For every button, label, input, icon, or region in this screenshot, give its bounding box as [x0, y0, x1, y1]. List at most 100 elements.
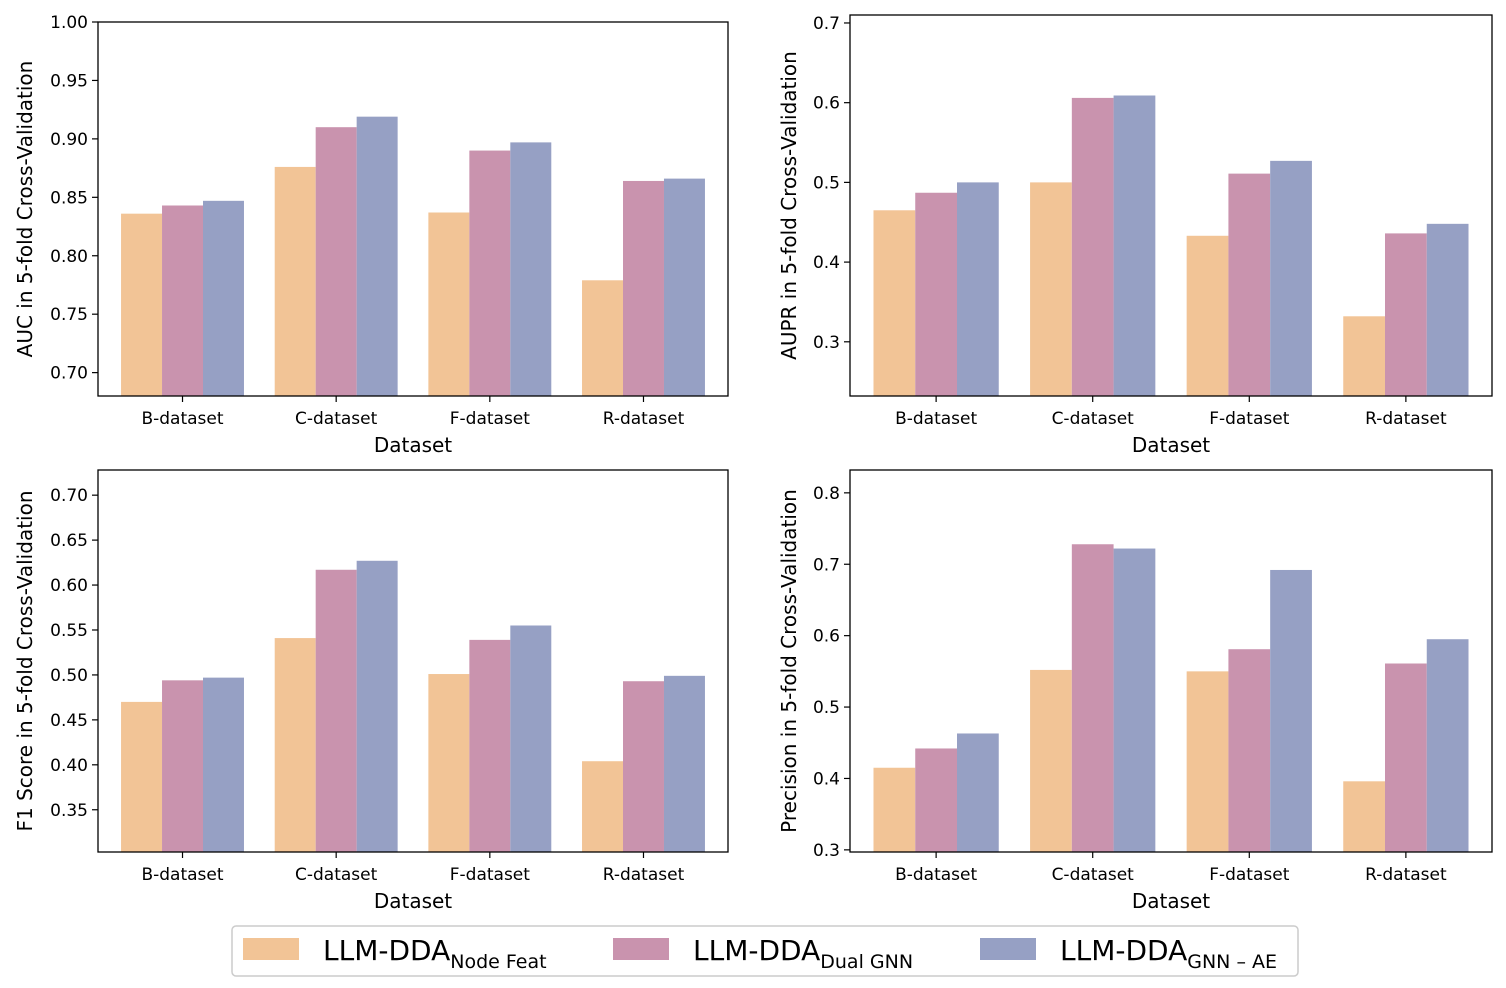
bar-precision-series2-r-dataset	[1385, 663, 1427, 852]
bar-aupr-series3-b-dataset	[957, 182, 999, 396]
y-tick-label-precision-4: 0.7	[813, 555, 840, 575]
x-tick-label-f1-1: C-dataset	[295, 865, 378, 885]
bar-f1-series3-c-dataset	[356, 560, 398, 852]
x-axis-label-auc: Dataset	[374, 433, 452, 457]
x-tick-label-precision-1: C-dataset	[1052, 865, 1135, 885]
y-tick-label-precision-3: 0.6	[813, 627, 840, 647]
bar-f1-series3-f-dataset	[510, 625, 552, 852]
y-tick-label-auc-4: 0.90	[50, 130, 88, 150]
bar-aupr-series3-c-dataset	[1113, 95, 1156, 396]
bar-aupr-series2-c-dataset	[1071, 97, 1114, 397]
legend-label-subscript-1: Node Feat	[450, 951, 546, 973]
x-tick-label-f1-3: R-dataset	[603, 865, 685, 885]
x-tick-label-aupr-0: B-dataset	[895, 409, 977, 429]
y-tick-label-f1-3: 0.50	[50, 666, 88, 686]
bar-aupr-series1-r-dataset	[1343, 316, 1385, 396]
legend: LLM-DDANode Feat LLM-DDADual GNN LLM-DDAGN…	[231, 925, 1299, 977]
y-tick-label-auc-3: 0.85	[50, 188, 88, 208]
bar-precision-series1-c-dataset	[1030, 669, 1072, 852]
chart-panel-aupr: 0.3 0.4 0.5 0.6 0.7 B-dataset C-dataset F-datas…	[777, 14, 1493, 457]
y-tick-label-f1-2: 0.45	[50, 711, 88, 731]
bar-precision-series2-c-dataset	[1071, 544, 1114, 852]
bar-precision-series1-r-dataset	[1343, 781, 1385, 852]
bar-precision-series2-b-dataset	[915, 748, 957, 852]
bar-auc-series3-b-dataset	[203, 200, 244, 396]
y-tick-label-f1-7: 0.70	[50, 486, 88, 506]
y-axis-label-auc: AUC in 5-fold Cross-Validation	[13, 61, 37, 358]
bar-precision-series2-f-dataset	[1228, 649, 1271, 852]
bar-aupr-series2-r-dataset	[1385, 233, 1427, 396]
y-tick-label-auc-1: 0.75	[50, 305, 88, 325]
bar-f1-series3-r-dataset	[663, 675, 705, 852]
axes-frame-aupr	[849, 14, 1493, 397]
y-axis-label-f1: F1 Score in 5-fold Cross-Validation	[13, 490, 37, 831]
bar-aupr-series1-c-dataset	[1030, 182, 1072, 396]
x-tick-label-precision-0: B-dataset	[895, 865, 977, 885]
y-tick-label-precision-0: 0.3	[813, 841, 840, 861]
legend-label-subscript-2: Dual GNN	[820, 951, 913, 973]
y-tick-label-aupr-3: 0.6	[813, 94, 840, 114]
chart-panel-precision: 0.3 0.4 0.5 0.6 0.7 0.8 B-dataset C-dataset F-da…	[777, 469, 1493, 913]
x-axis-label-f1: Dataset	[374, 889, 452, 913]
bar-precision-series1-f-dataset	[1186, 671, 1229, 852]
bar-aupr-series3-r-dataset	[1426, 223, 1469, 396]
bar-aupr-series1-b-dataset	[873, 210, 916, 396]
bar-auc-series3-f-dataset	[510, 142, 552, 396]
y-tick-label-precision-1: 0.4	[813, 769, 840, 789]
axes-frame-auc	[97, 21, 729, 397]
bar-auc-series1-b-dataset	[121, 213, 163, 396]
bar-aupr-series1-f-dataset	[1186, 235, 1229, 396]
x-tick-label-f1-0: B-dataset	[141, 865, 223, 885]
y-tick-label-auc-6: 1.00	[50, 13, 88, 33]
bar-auc-series2-b-dataset	[162, 205, 203, 396]
bar-f1-series2-f-dataset	[469, 639, 511, 852]
bar-f1-series2-r-dataset	[623, 681, 664, 852]
axes-frame-f1	[97, 469, 729, 853]
chart-panel-f1: 0.35 0.40 0.45 0.50 0.55 0.60 0.65 0.70 B-datase…	[13, 469, 729, 913]
bar-precision-series3-r-dataset	[1426, 639, 1469, 852]
y-tick-label-f1-6: 0.65	[50, 531, 88, 551]
x-tick-label-aupr-3: R-dataset	[1365, 409, 1447, 429]
bar-precision-series1-b-dataset	[873, 767, 916, 852]
bar-auc-series2-f-dataset	[469, 150, 511, 396]
chart-panel-auc: 0.70 0.75 0.80 0.85 0.90 0.95 1.00 B-dataset C-d…	[13, 13, 729, 457]
axes-frame-precision	[849, 469, 1493, 853]
legend-swatch-2	[613, 938, 669, 960]
bar-precision-series3-b-dataset	[957, 733, 999, 852]
legend-swatch-1	[243, 938, 299, 960]
bar-auc-series3-r-dataset	[663, 178, 705, 396]
x-tick-label-f1-2: F-dataset	[450, 865, 531, 885]
x-tick-label-auc-0: B-dataset	[141, 409, 223, 429]
y-tick-label-precision-2: 0.5	[813, 698, 840, 718]
x-tick-label-auc-1: C-dataset	[295, 409, 378, 429]
y-tick-label-aupr-4: 0.7	[813, 14, 840, 34]
x-axis-label-precision: Dataset	[1132, 889, 1210, 913]
bar-f1-series1-f-dataset	[428, 674, 470, 852]
bar-precision-series3-f-dataset	[1270, 569, 1312, 852]
x-tick-label-precision-2: F-dataset	[1209, 865, 1290, 885]
x-tick-label-precision-3: R-dataset	[1365, 865, 1447, 885]
y-tick-label-precision-5: 0.8	[813, 484, 840, 504]
legend-label-subscript-3: GNN – AE	[1187, 951, 1277, 973]
bar-f1-series1-r-dataset	[582, 761, 623, 852]
y-tick-label-aupr-1: 0.4	[813, 253, 840, 273]
bar-f1-series2-b-dataset	[162, 680, 203, 852]
y-tick-label-auc-5: 0.95	[50, 71, 88, 91]
y-tick-label-f1-4: 0.55	[50, 621, 88, 641]
bar-aupr-series3-f-dataset	[1270, 160, 1312, 396]
bar-auc-series1-f-dataset	[428, 212, 470, 396]
bar-aupr-series2-b-dataset	[915, 192, 957, 396]
bar-f1-series2-c-dataset	[315, 569, 357, 852]
y-tick-label-auc-2: 0.80	[50, 247, 88, 267]
y-axis-label-precision: Precision in 5-fold Cross-Validation	[777, 489, 801, 833]
y-tick-label-aupr-2: 0.5	[813, 173, 840, 193]
bar-auc-series1-c-dataset	[274, 166, 316, 396]
y-tick-label-f1-1: 0.40	[50, 756, 88, 776]
bar-auc-series3-c-dataset	[356, 116, 398, 396]
y-axis-label-aupr: AUPR in 5-fold Cross-Validation	[777, 51, 801, 360]
x-tick-label-aupr-2: F-dataset	[1209, 409, 1290, 429]
bar-auc-series2-r-dataset	[623, 180, 664, 396]
y-tick-label-f1-0: 0.35	[50, 801, 88, 821]
bar-f1-series1-c-dataset	[274, 638, 316, 852]
